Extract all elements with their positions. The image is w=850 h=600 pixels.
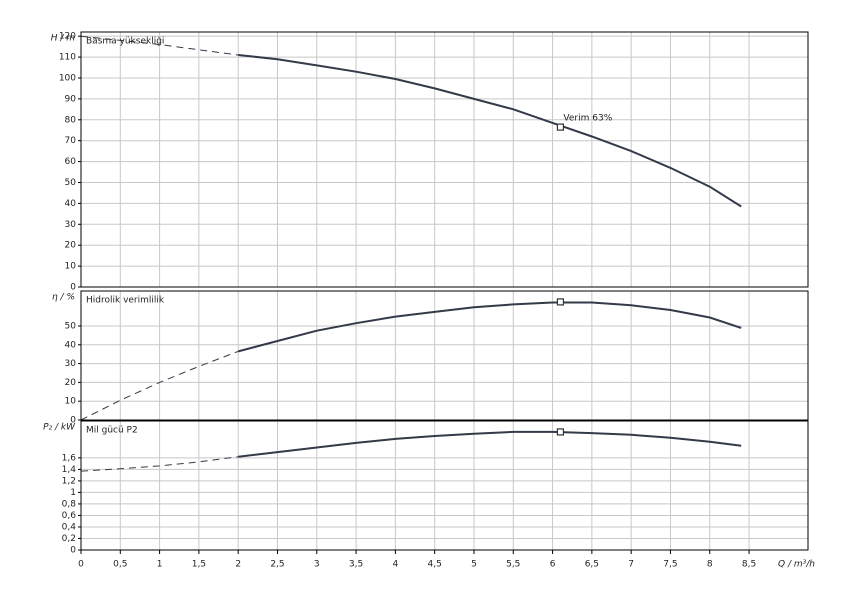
annotation: Verim 63% (563, 114, 612, 124)
x-tick-label: 8,5 (742, 560, 756, 570)
x-tick-label: 4 (393, 560, 399, 570)
y-tick-label: 110 (59, 53, 76, 63)
x-tick-label: 1 (157, 560, 163, 570)
y-tick-label: 50 (65, 321, 77, 331)
curve (80, 35, 239, 56)
curve (80, 456, 239, 472)
y-tick-label: 40 (65, 199, 77, 209)
y-tick-label: 10 (65, 262, 77, 272)
y-tick-label: 0,8 (62, 499, 77, 509)
panel-frame (80, 31, 809, 288)
x-tick-label: 1,5 (192, 560, 206, 570)
y-tick-label: 20 (65, 378, 77, 388)
y-tick-label: 0,4 (62, 522, 77, 532)
x-tick-label: 6 (550, 560, 556, 570)
y-tick-label: 50 (65, 178, 77, 188)
y-axis-label: η / % (52, 293, 75, 303)
panel-label: Mil gücü P2 (86, 426, 138, 436)
y-tick-label: 40 (65, 340, 77, 350)
y-tick-label: 20 (65, 241, 77, 251)
panel-label: Hidrolik verimlilik (86, 296, 165, 306)
x-tick-label: 2,5 (270, 560, 284, 570)
x-tick-label: 0 (78, 560, 84, 570)
y-tick-label: 0,2 (62, 534, 76, 544)
panel-label: Basma yüksekliği (86, 37, 164, 47)
x-tick-label: 5 (471, 560, 477, 570)
x-tick-label: 3 (314, 560, 320, 570)
y-tick-label: 70 (65, 136, 77, 146)
curve (237, 301, 742, 353)
y-tick-label: 1,2 (62, 476, 76, 486)
x-tick-label: 3,5 (349, 560, 363, 570)
y-axis-label: P₂ / kW (43, 423, 76, 433)
x-tick-label: 4,5 (428, 560, 442, 570)
panel-frame (80, 290, 809, 421)
x-axis-label: Q / m³/h (778, 560, 815, 570)
y-tick-label: 0,6 (62, 511, 77, 521)
y-tick-label: 0 (70, 416, 76, 426)
y-tick-label: 0 (70, 283, 76, 293)
panel-frame (80, 420, 809, 551)
x-tick-label: 6,5 (585, 560, 599, 570)
operating-point (556, 123, 565, 131)
x-tick-label: 0,5 (113, 560, 127, 570)
y-tick-label: 10 (65, 397, 77, 407)
curve (238, 54, 742, 208)
y-tick-label: 80 (65, 115, 77, 125)
y-tick-label: 30 (65, 359, 77, 369)
x-tick-label: 2 (235, 560, 241, 570)
operating-point (556, 428, 565, 436)
y-tick-label: 1,6 (62, 453, 77, 463)
operating-point (556, 298, 565, 306)
x-tick-label: 5,5 (506, 560, 520, 570)
y-tick-label: 90 (65, 94, 77, 104)
y-tick-label: 1,4 (62, 465, 77, 475)
x-tick-label: 7,5 (663, 560, 677, 570)
y-tick-label: 30 (65, 220, 77, 230)
x-tick-label: 7 (628, 560, 634, 570)
y-axis-label: H / m (51, 34, 76, 44)
y-tick-label: 60 (65, 157, 77, 167)
y-tick-label: 0 (70, 546, 76, 556)
y-tick-label: 100 (59, 73, 76, 83)
x-tick-label: 8 (707, 560, 713, 570)
curve (238, 430, 742, 458)
y-tick-label: 1 (70, 488, 76, 498)
y-tick-label: 120 (59, 32, 76, 42)
curve (80, 350, 239, 421)
